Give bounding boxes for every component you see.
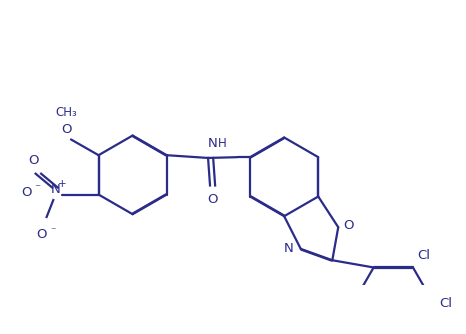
Text: O: O: [207, 193, 218, 206]
Text: N: N: [50, 183, 60, 196]
Text: O: O: [343, 219, 354, 232]
Text: O: O: [21, 186, 32, 199]
Text: N: N: [208, 137, 218, 150]
Text: CH₃: CH₃: [55, 106, 77, 119]
Text: ⁻: ⁻: [34, 182, 41, 195]
Text: H: H: [218, 137, 227, 150]
Text: Cl: Cl: [440, 297, 453, 310]
Text: +: +: [58, 179, 67, 188]
Text: ⁻: ⁻: [50, 226, 56, 236]
Text: N: N: [284, 242, 294, 256]
Text: O: O: [61, 123, 72, 136]
Text: O: O: [36, 227, 47, 240]
Text: O: O: [28, 154, 39, 167]
Text: Cl: Cl: [417, 248, 430, 262]
